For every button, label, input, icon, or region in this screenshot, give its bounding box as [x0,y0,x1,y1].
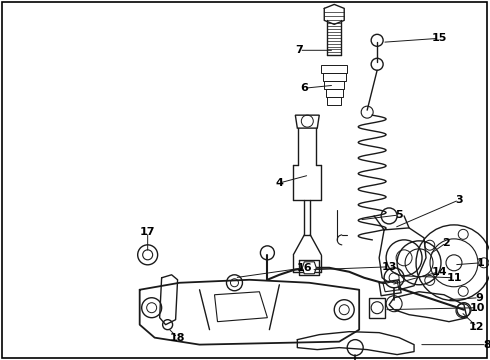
Text: 3: 3 [455,195,463,205]
Text: 18: 18 [170,333,185,343]
Text: 2: 2 [442,238,450,248]
Text: 10: 10 [469,303,485,313]
Text: 15: 15 [431,33,447,43]
Bar [326,89,343,97]
Text: 4: 4 [275,178,283,188]
Text: 1: 1 [477,258,485,268]
Bar [323,73,346,81]
Polygon shape [302,262,316,274]
Bar [324,81,344,89]
Text: 17: 17 [140,227,155,237]
Polygon shape [215,292,268,322]
Text: 9: 9 [475,293,483,303]
Text: 13: 13 [381,262,397,272]
Polygon shape [383,281,399,292]
Text: 11: 11 [446,273,462,283]
Bar [327,97,341,105]
Polygon shape [369,298,385,318]
Text: 8: 8 [483,339,490,350]
Text: 6: 6 [300,83,308,93]
Text: 16: 16 [296,263,312,273]
Text: 7: 7 [295,45,303,55]
Polygon shape [295,115,319,128]
Text: 5: 5 [395,210,403,220]
Bar [321,65,347,73]
Text: 14: 14 [431,267,447,277]
Text: 12: 12 [469,322,485,332]
Circle shape [138,245,158,265]
